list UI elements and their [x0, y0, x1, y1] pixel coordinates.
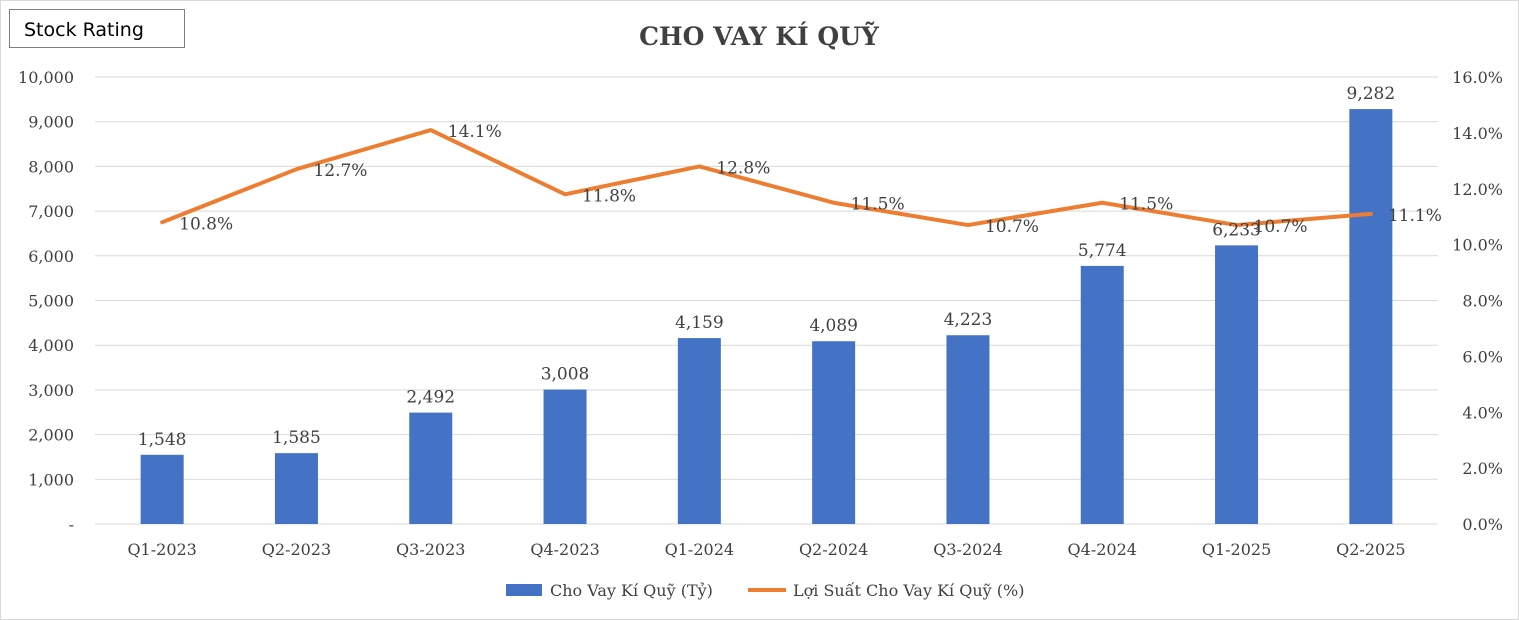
- x-tick-label: Q1-2024: [665, 540, 734, 559]
- x-tick-label: Q3-2024: [933, 540, 1002, 559]
- y-left-tick-label: 8,000: [28, 157, 74, 176]
- line-value-label: 14.1%: [448, 122, 502, 142]
- bar: [409, 412, 453, 524]
- line-series: [160, 128, 1373, 228]
- yield-line: [160, 128, 1373, 228]
- bar: [677, 338, 721, 524]
- bar: [946, 335, 990, 524]
- bar: [543, 389, 587, 524]
- y-right-tick-label: 16.0%: [1452, 68, 1503, 87]
- y-right-tick-label: 4.0%: [1462, 403, 1503, 422]
- line-value-label: 11.5%: [1119, 195, 1173, 215]
- legend-label-bars: Cho Vay Kí Quỹ (Tỷ): [550, 581, 713, 600]
- y-left-tick-label: 9,000: [28, 113, 74, 132]
- legend-item-line: Lợi Suất Cho Vay Kí Quỹ (%): [748, 581, 1024, 600]
- x-tick-label: Q2-2024: [799, 540, 868, 559]
- line-value-label: 11.5%: [851, 195, 905, 215]
- x-tick-label: Q4-2023: [530, 540, 599, 559]
- x-tick-label: Q3-2023: [396, 540, 465, 559]
- x-tick-label: Q1-2025: [1202, 540, 1271, 559]
- y-right-tick-label: 2.0%: [1462, 459, 1503, 478]
- y-left-tick-label: 10,000: [18, 68, 74, 87]
- axes: - 1,000 2,000 3,000 4,000 5,000 6,000 7,000 8,00…: [18, 68, 1503, 559]
- bar-value-label: 3,008: [541, 365, 590, 385]
- bar: [1080, 265, 1124, 524]
- line-value-label: 12.7%: [313, 161, 367, 181]
- bar: [1215, 245, 1259, 525]
- bar-series: [140, 109, 1393, 525]
- x-tick-label: Q1-2023: [127, 540, 196, 559]
- bar-value-label: 4,223: [944, 310, 993, 330]
- line-value-label: 12.8%: [716, 158, 770, 178]
- y-left-tick-label: 6,000: [28, 247, 74, 266]
- legend: Cho Vay Kí Quỹ (Tỷ) Lợi Suất Cho Vay Kí Q…: [506, 581, 1024, 600]
- y-left-tick-label: 1,000: [28, 470, 74, 489]
- y-left-tick-label: 4,000: [28, 336, 74, 355]
- x-tick-label: Q4-2024: [1068, 540, 1137, 559]
- line-value-label: 10.8%: [179, 214, 233, 234]
- y-left-tick-label: 3,000: [28, 381, 74, 400]
- y-left-tick-label: -: [69, 515, 74, 534]
- y-left-tick-label: 5,000: [28, 292, 74, 311]
- x-tick-label: Q2-2023: [262, 540, 331, 559]
- bar-value-label: 6,233: [1212, 220, 1261, 240]
- bar-value-label: 1,585: [272, 428, 321, 448]
- data-labels: 1,548 1,585 2,492 3,008 4,159 4,089 4,223 5,774…: [138, 84, 1442, 450]
- bar-value-label: 2,492: [406, 388, 455, 408]
- bar-value-label: 9,282: [1347, 84, 1396, 104]
- gridlines: [95, 76, 1438, 525]
- bar: [812, 341, 856, 524]
- bar: [140, 454, 184, 524]
- y-right-tick-label: 6.0%: [1462, 347, 1503, 366]
- y-left-tick-label: 7,000: [28, 202, 74, 221]
- y-right-tick-label: 14.0%: [1452, 124, 1503, 143]
- stock-rating-badge: Stock Rating: [9, 9, 185, 48]
- line-value-label: 11.1%: [1388, 206, 1442, 226]
- bar: [1349, 109, 1393, 524]
- legend-item-bars: Cho Vay Kí Quỹ (Tỷ): [506, 581, 713, 600]
- y-right-tick-label: 0.0%: [1462, 515, 1503, 534]
- line-value-label: 11.8%: [582, 186, 636, 206]
- y-right-tick-label: 10.0%: [1452, 236, 1503, 255]
- bar-value-label: 4,089: [809, 316, 858, 336]
- line-value-label: 10.7%: [1254, 217, 1308, 237]
- y-left-tick-label: 2,000: [28, 426, 74, 445]
- legend-swatch-bars: [506, 584, 542, 596]
- legend-label-line: Lợi Suất Cho Vay Kí Quỹ (%): [793, 581, 1024, 600]
- chart-title: CHO VAY KÍ QUỸ: [639, 22, 880, 51]
- bar: [274, 453, 318, 524]
- y-right-tick-label: 12.0%: [1452, 180, 1503, 199]
- y-right-tick-label: 8.0%: [1462, 292, 1503, 311]
- bar-value-label: 1,548: [138, 430, 187, 450]
- bar-value-label: 4,159: [675, 313, 724, 333]
- line-value-label: 10.7%: [985, 217, 1039, 237]
- bar-value-label: 5,774: [1078, 241, 1127, 261]
- x-tick-label: Q2-2025: [1336, 540, 1405, 559]
